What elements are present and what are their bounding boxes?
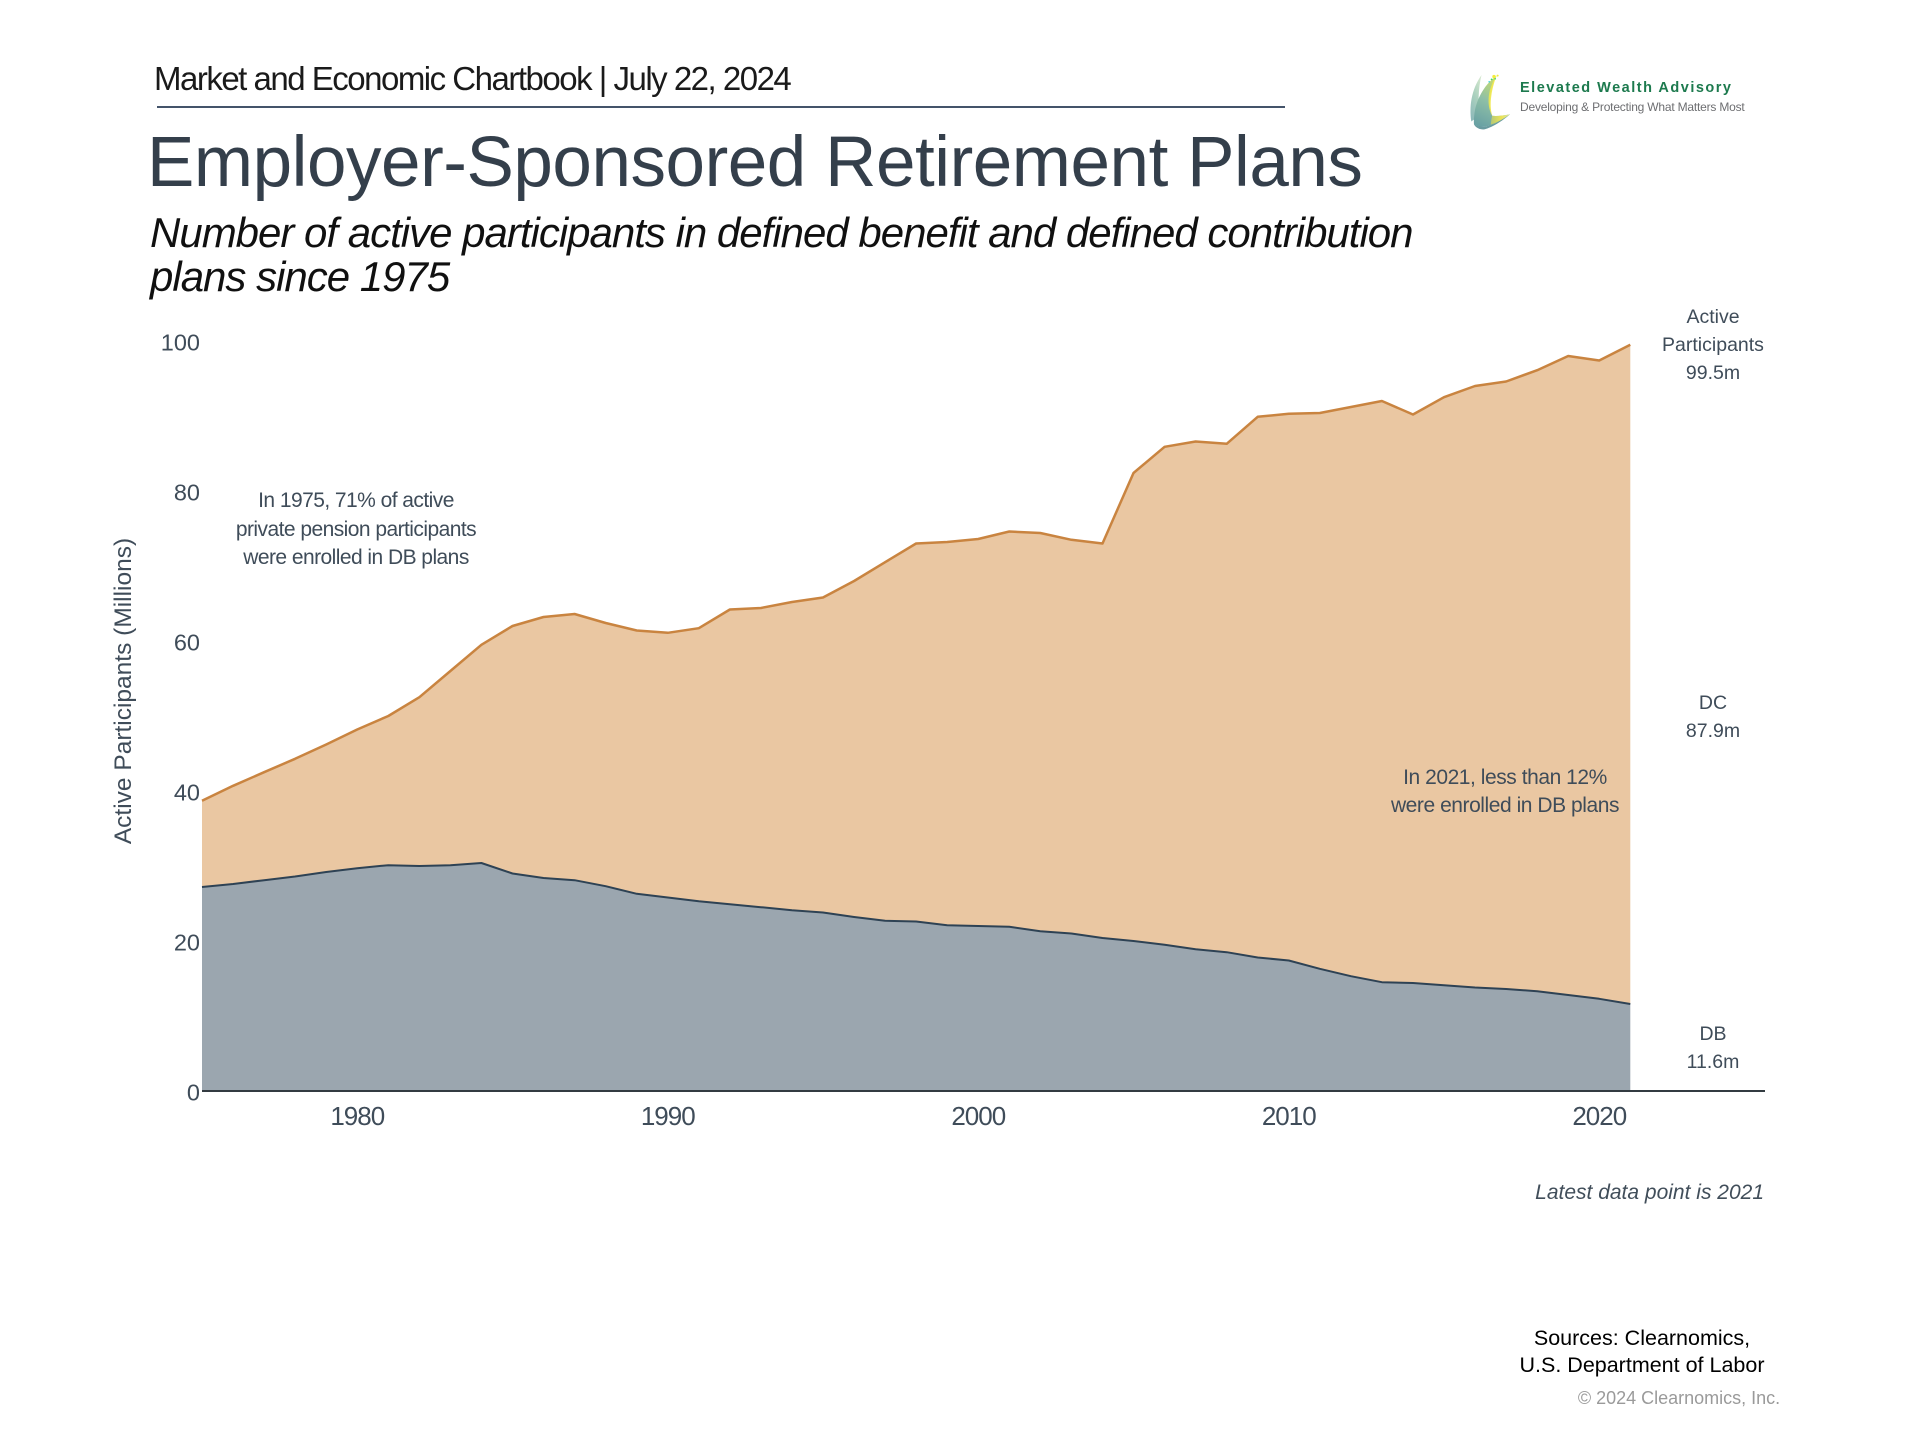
svg-text:40: 40 xyxy=(174,780,200,806)
svg-text:20: 20 xyxy=(174,930,200,956)
svg-text:2020: 2020 xyxy=(1572,1101,1626,1131)
svg-text:2000: 2000 xyxy=(951,1101,1005,1131)
svg-text:1990: 1990 xyxy=(641,1101,695,1131)
svg-text:80: 80 xyxy=(174,480,200,506)
svg-text:2010: 2010 xyxy=(1262,1101,1316,1131)
svg-text:1980: 1980 xyxy=(330,1101,384,1131)
svg-text:100: 100 xyxy=(161,330,200,356)
svg-text:60: 60 xyxy=(174,630,200,656)
svg-text:0: 0 xyxy=(187,1080,200,1106)
